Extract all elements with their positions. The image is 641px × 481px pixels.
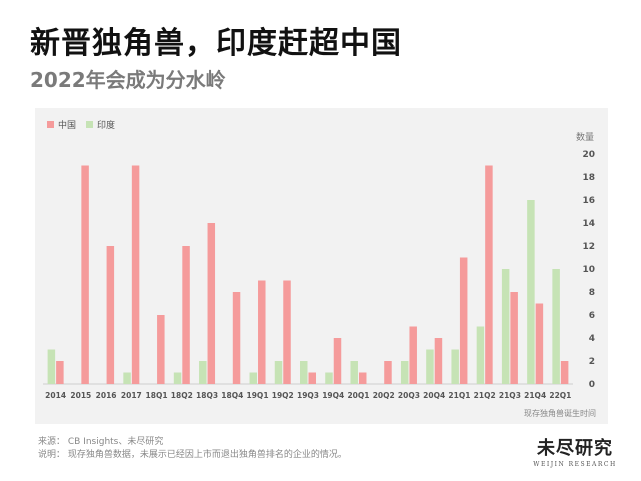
x-tick-label: 19Q2 xyxy=(272,391,294,400)
x-tick-label: 19Q1 xyxy=(247,391,269,400)
bar-india xyxy=(527,200,535,384)
y-tick-label: 0 xyxy=(589,380,595,390)
bar-india xyxy=(173,372,182,384)
logo-subtext: WEIJIN RESEARCH xyxy=(533,461,617,468)
bar-china xyxy=(510,292,518,384)
bar-china xyxy=(56,361,64,384)
legend: 中国 印度 xyxy=(47,118,115,131)
bar-india xyxy=(325,372,333,384)
x-tick-label: 21Q2 xyxy=(474,391,496,400)
bar-china xyxy=(207,223,216,384)
footer: 来源： CB Insights、未尽研究 说明： 现存独角兽数据，未展示已经因上… xyxy=(38,436,347,462)
y-tick-label: 8 xyxy=(589,288,595,298)
y-tick-label: 4 xyxy=(589,334,595,344)
bar-china xyxy=(535,303,544,384)
bar-india xyxy=(552,269,560,384)
x-tick-label: 21Q4 xyxy=(524,391,546,400)
chart-title: 新晋独角兽，印度赶超中国 xyxy=(30,26,402,61)
bar-india xyxy=(47,349,56,384)
bar-india xyxy=(249,372,258,384)
bar-china xyxy=(560,361,569,384)
x-tick-label: 2015 xyxy=(70,391,91,400)
bar-china xyxy=(131,165,140,384)
source-note: 来源： CB Insights、未尽研究 xyxy=(38,437,164,447)
x-tick-label: 20Q3 xyxy=(398,391,420,400)
legend-item-india: 印度 xyxy=(86,118,115,131)
y-tick-label: 12 xyxy=(582,242,595,252)
bar-china xyxy=(485,165,493,384)
bar-india xyxy=(501,269,510,384)
x-tick-label: 21Q1 xyxy=(448,391,470,400)
brand-logo: 未尽研究 WEIJIN RESEARCH xyxy=(525,434,625,468)
bar-china xyxy=(81,165,89,384)
x-tick-label: 19Q3 xyxy=(297,391,319,400)
bar-india xyxy=(426,349,434,384)
x-tick-label: 18Q4 xyxy=(221,391,243,400)
x-tick-label: 19Q4 xyxy=(322,391,344,400)
bar-china xyxy=(358,372,367,384)
y-tick-label: 14 xyxy=(582,219,595,229)
x-tick-label: 20Q2 xyxy=(373,391,395,400)
x-axis-label: 现存独角兽诞生时间 xyxy=(524,409,596,418)
y-tick-label: 2 xyxy=(589,357,595,367)
y-axis-label: 数量 xyxy=(575,133,594,143)
y-tick-label: 18 xyxy=(582,173,595,183)
bar-india xyxy=(350,361,358,384)
y-tick-label: 6 xyxy=(589,311,595,321)
legend-swatch-india xyxy=(86,121,94,128)
bar-china xyxy=(333,338,342,384)
legend-label-china: 中国 xyxy=(58,121,77,131)
x-tick-label: 18Q2 xyxy=(171,391,193,400)
bar-india xyxy=(400,361,409,384)
bar-china xyxy=(283,280,291,384)
explanation-note: 说明： 现存独角兽数据，未展示已经因上市而退出独角兽排名的企业的情况。 xyxy=(38,450,347,460)
bar-china xyxy=(106,246,115,384)
bar-china xyxy=(157,315,165,384)
x-tick-label: 22Q1 xyxy=(549,391,571,400)
legend-label-india: 印度 xyxy=(97,121,116,131)
logo-text: 未尽研究 xyxy=(537,438,613,459)
bar-china xyxy=(258,280,266,384)
x-tick-label: 2017 xyxy=(121,391,142,400)
bar-india xyxy=(274,361,283,384)
y-tick-label: 20 xyxy=(582,150,595,160)
x-tick-label: 18Q1 xyxy=(146,391,168,400)
bar-india xyxy=(451,349,459,384)
x-tick-label: 20Q4 xyxy=(423,391,445,400)
bar-india xyxy=(123,372,131,384)
x-tick-label: 20Q1 xyxy=(347,391,369,400)
y-tick-label: 16 xyxy=(582,196,595,206)
bar-india xyxy=(476,326,485,384)
chart-panel: 中国 印度 数量 0 2 4 6 8 10 12 14 16 18 20 2014 2015 2016 20… xyxy=(35,108,608,424)
legend-swatch-china xyxy=(47,121,54,128)
bar-india xyxy=(300,361,308,384)
bar-china xyxy=(459,257,468,384)
chart-subtitle: 2022年会成为分水岭 xyxy=(30,68,226,92)
bar-china xyxy=(384,361,392,384)
x-tick-label: 18Q3 xyxy=(196,391,218,400)
bar-china xyxy=(434,338,443,384)
bar-india xyxy=(199,361,207,384)
x-tick-label: 2016 xyxy=(96,391,117,400)
x-tick-label: 21Q3 xyxy=(499,391,521,400)
y-tick-label: 10 xyxy=(582,265,595,275)
bar-china xyxy=(308,372,316,384)
legend-item-china: 中国 xyxy=(47,118,76,131)
bar-china xyxy=(232,292,241,384)
bar-china xyxy=(182,246,190,384)
bar-china xyxy=(409,326,417,384)
x-tick-label: 2014 xyxy=(45,391,66,400)
